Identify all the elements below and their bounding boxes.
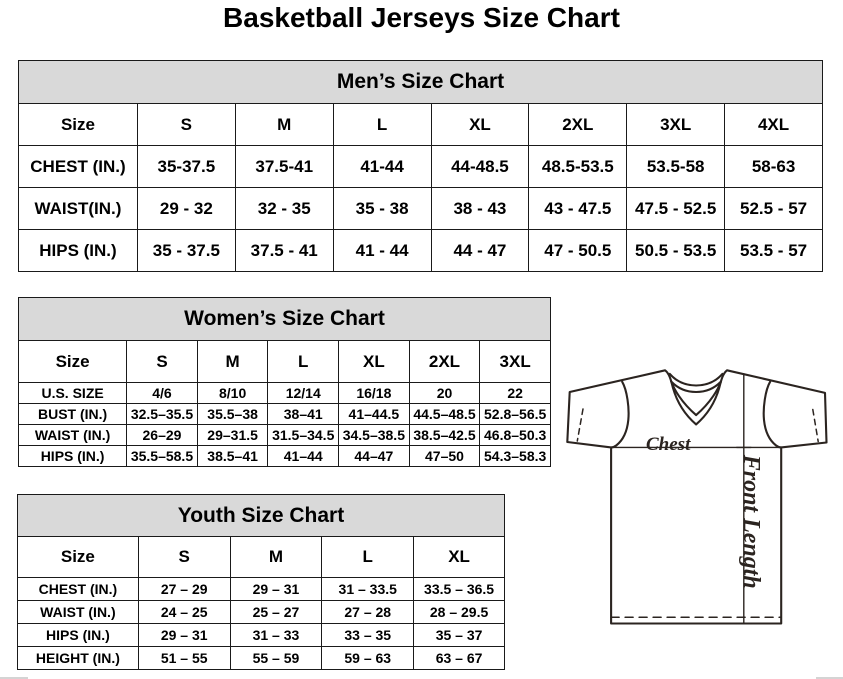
svg-text:Chest: Chest: [646, 434, 691, 455]
svg-text:Front Length: Front Length: [738, 454, 764, 589]
